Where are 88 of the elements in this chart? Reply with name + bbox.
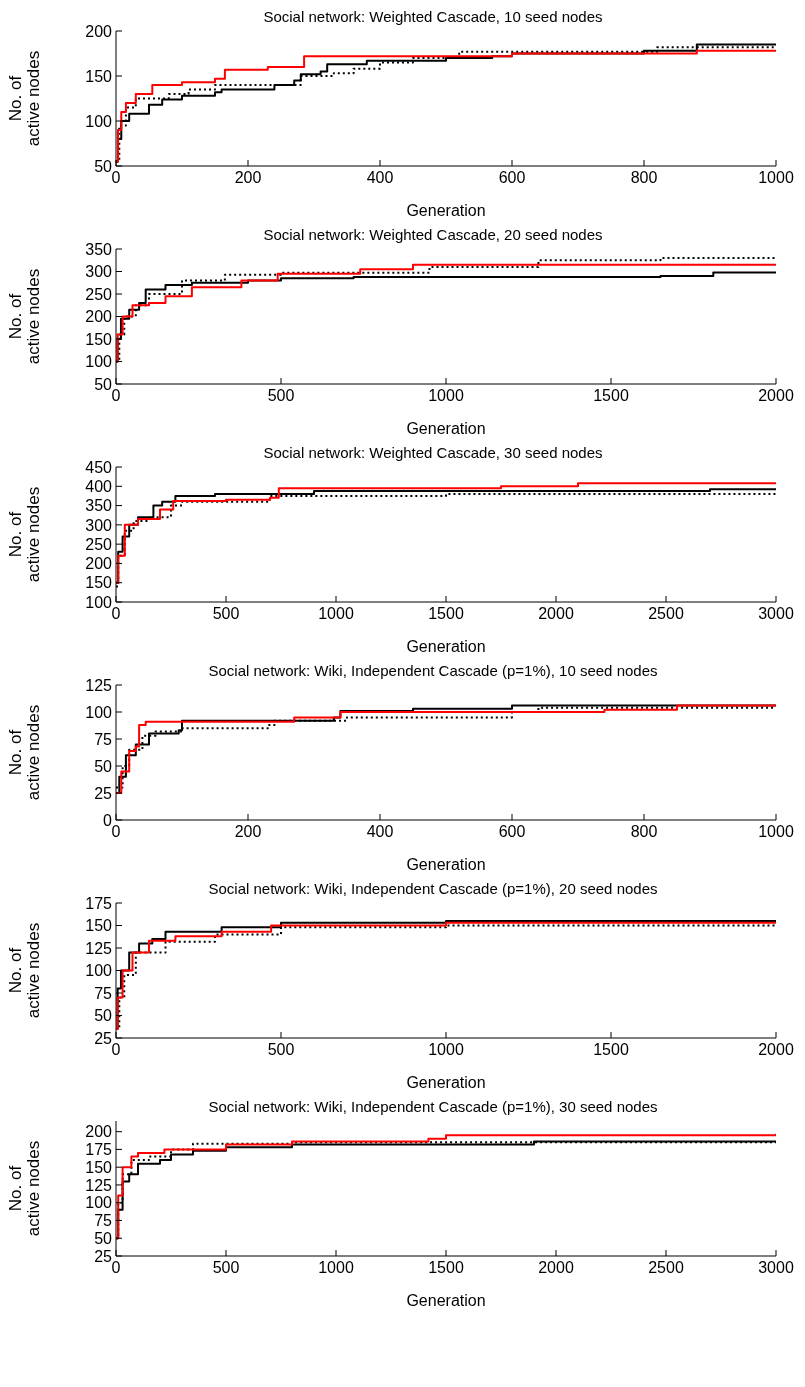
x-tick-label: 800 xyxy=(630,823,658,841)
y-tick-label: 250 xyxy=(85,535,113,553)
x-tick-label: 2000 xyxy=(758,1041,794,1059)
x-axis-title: Generation xyxy=(406,420,486,437)
x-tick-label: 600 xyxy=(498,169,526,187)
x-tick-label: 2000 xyxy=(538,1259,574,1277)
x-tick-label: 200 xyxy=(234,823,262,841)
y-tick-label: 100 xyxy=(85,112,113,130)
y-tick-label: 175 xyxy=(85,894,113,912)
y-tick-label: 150 xyxy=(85,1158,113,1176)
y-tick-label: 200 xyxy=(85,308,113,326)
y-tick-label: 150 xyxy=(85,574,113,592)
x-tick-label: 400 xyxy=(366,169,394,187)
x-tick-label: 1000 xyxy=(428,387,464,405)
x-tick-label: 1500 xyxy=(593,387,629,405)
x-tick-label: 2500 xyxy=(648,1259,684,1277)
x-axis-title: Generation xyxy=(406,202,486,219)
y-tick-label: 50 xyxy=(94,757,113,775)
y-tick-label: 350 xyxy=(85,497,113,515)
x-tick-label: 1500 xyxy=(428,605,464,623)
x-axis-title: Generation xyxy=(406,638,486,655)
y-tick-label: 200 xyxy=(85,22,113,40)
y-tick-label: 100 xyxy=(85,1194,113,1212)
y-axis-title: No. of active nodes xyxy=(5,268,44,365)
y-tick-label: 100 xyxy=(85,593,113,611)
chart-title: Social network: Wiki, Independent Cascade (p=1%), 20 seed nodes xyxy=(208,880,658,897)
y-tick-label: 200 xyxy=(85,1123,113,1141)
y-tick-label: 50 xyxy=(94,1229,113,1247)
y-tick-label: 75 xyxy=(94,1212,113,1230)
y-tick-label: 75 xyxy=(94,984,113,1002)
x-tick-label: 600 xyxy=(498,823,526,841)
y-axis-title: No. of active nodes xyxy=(5,50,44,147)
chart-title: Social network: Weighted Cascade, 30 seed nodes xyxy=(263,444,603,461)
chart-title: Social network: Wiki, Independent Cascade (p=1%), 10 seed nodes xyxy=(208,662,658,679)
y-tick-label: 25 xyxy=(94,1247,113,1265)
y-tick-label: 100 xyxy=(85,703,113,721)
y-tick-label: 0 xyxy=(103,811,113,829)
x-tick-label: 800 xyxy=(630,169,658,187)
y-tick-label: 350 xyxy=(85,240,113,258)
y-tick-label: 150 xyxy=(85,917,113,935)
y-axis-title: No. of active nodes xyxy=(5,704,44,801)
y-tick-label: 150 xyxy=(85,67,113,85)
x-axis-title: Generation xyxy=(406,1074,486,1091)
x-axis-title: Generation xyxy=(406,856,486,873)
y-tick-label: 300 xyxy=(85,516,113,534)
x-tick-label: 2000 xyxy=(758,387,794,405)
y-axis-title: No. of active nodes xyxy=(5,1140,44,1237)
x-tick-label: 1000 xyxy=(428,1041,464,1059)
x-tick-label: 500 xyxy=(212,605,240,623)
x-axis-title: Generation xyxy=(406,1292,486,1309)
y-tick-label: 50 xyxy=(94,1007,113,1025)
x-tick-label: 3000 xyxy=(758,605,794,623)
y-axis-title: No. of active nodes xyxy=(5,486,44,583)
chart-title: Social network: Wiki, Independent Cascade (p=1%), 30 seed nodes xyxy=(207,1098,659,1115)
y-tick-label: 300 xyxy=(85,263,113,281)
x-tick-label: 500 xyxy=(267,387,295,405)
x-tick-label: 1500 xyxy=(428,1259,464,1277)
x-tick-label: 200 xyxy=(234,169,262,187)
x-tick-label: 400 xyxy=(366,823,394,841)
y-tick-label: 50 xyxy=(94,375,113,393)
x-tick-label: 2500 xyxy=(648,605,684,623)
y-axis-title: No. of active nodes xyxy=(5,922,44,1019)
y-tick-label: 150 xyxy=(85,330,113,348)
chart-title: Social network: Weighted Cascade, 20 seed nodes xyxy=(263,226,603,243)
y-tick-label: 250 xyxy=(85,285,113,303)
x-tick-label: 1000 xyxy=(318,1259,354,1277)
y-tick-label: 125 xyxy=(85,1176,113,1194)
x-tick-label: 1000 xyxy=(318,605,354,623)
chart-title: Social network: Weighted Cascade, 10 seed nodes xyxy=(263,8,603,25)
y-tick-label: 25 xyxy=(94,1029,113,1047)
y-tick-label: 50 xyxy=(94,157,113,175)
x-tick-label: 3000 xyxy=(758,1259,794,1277)
y-tick-label: 200 xyxy=(85,555,113,573)
y-tick-label: 75 xyxy=(94,730,113,748)
y-tick-label: 125 xyxy=(85,676,113,694)
x-tick-label: 1500 xyxy=(593,1041,629,1059)
x-tick-label: 500 xyxy=(267,1041,295,1059)
y-tick-label: 450 xyxy=(85,458,113,476)
y-tick-label: 100 xyxy=(85,353,113,371)
x-tick-label: 2000 xyxy=(538,605,574,623)
y-tick-label: 100 xyxy=(85,962,113,980)
x-tick-label: 1000 xyxy=(758,169,794,187)
y-tick-label: 125 xyxy=(85,939,113,957)
y-tick-label: 400 xyxy=(85,477,113,495)
x-tick-label: 1000 xyxy=(758,823,794,841)
y-tick-label: 175 xyxy=(85,1141,113,1159)
x-tick-label: 500 xyxy=(212,1259,240,1277)
y-tick-label: 25 xyxy=(94,784,113,802)
